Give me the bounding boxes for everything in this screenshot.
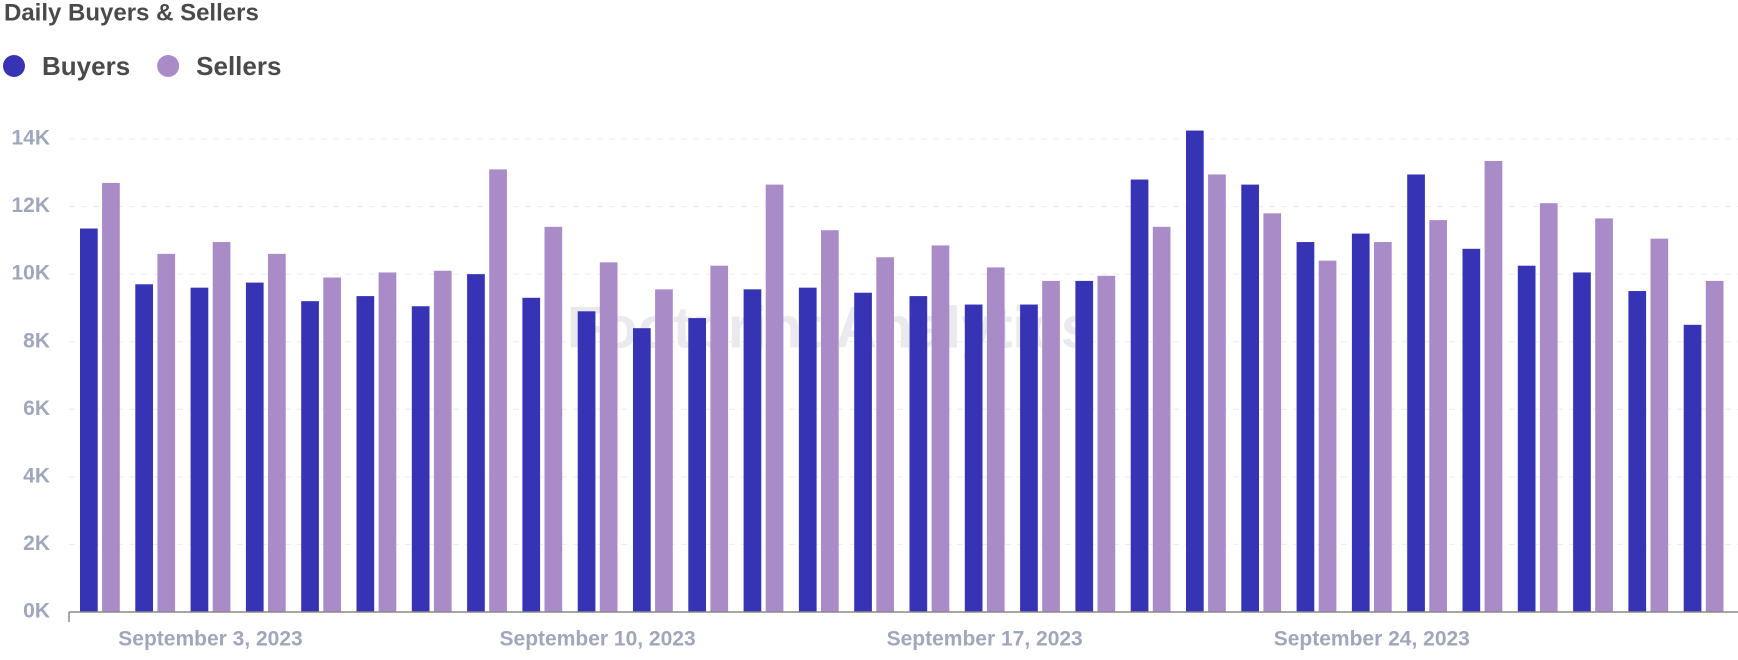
x-tick-label: September 10, 2023 — [500, 628, 696, 651]
bar — [268, 253, 286, 612]
bar — [1020, 304, 1038, 612]
chart-title: Daily Buyers & Sellers — [4, 0, 259, 26]
bar — [599, 262, 618, 612]
bar — [157, 253, 176, 612]
y-tick-label: 4K — [23, 464, 50, 487]
y-tick-label: 8K — [23, 329, 50, 352]
bar — [411, 306, 430, 612]
bar — [909, 296, 928, 612]
y-tick-label: 12K — [11, 194, 50, 217]
bar — [1705, 280, 1724, 612]
bar — [1130, 179, 1149, 613]
bar — [876, 257, 894, 612]
bar — [1517, 265, 1536, 612]
y-tick-label: 10K — [11, 262, 50, 285]
bar — [301, 301, 319, 612]
bar — [633, 328, 651, 612]
bar — [1407, 174, 1425, 612]
x-tick-label: September 3, 2023 — [118, 628, 302, 651]
bar — [378, 272, 397, 612]
bar — [1152, 226, 1171, 613]
bar — [986, 267, 1005, 612]
bar — [1628, 291, 1647, 612]
bar — [1539, 203, 1558, 612]
legend-label: Buyers — [42, 51, 130, 81]
bar — [1318, 260, 1337, 612]
bar — [544, 226, 563, 613]
bar — [356, 296, 375, 612]
bar — [1042, 280, 1060, 612]
bar — [433, 270, 452, 612]
bar — [655, 289, 673, 612]
bar — [1595, 218, 1613, 612]
bar — [190, 287, 209, 612]
bar — [1374, 242, 1392, 612]
bar — [1263, 213, 1282, 613]
bar — [1650, 238, 1669, 613]
bar — [1241, 184, 1259, 612]
bar — [577, 311, 596, 612]
legend-label: Sellers — [196, 51, 281, 81]
bar — [1351, 233, 1370, 612]
bar — [1296, 242, 1315, 612]
legend-marker — [157, 55, 180, 77]
bar — [688, 318, 706, 612]
y-tick-label: 6K — [23, 397, 50, 420]
bar — [1462, 248, 1481, 612]
bar — [931, 245, 950, 613]
bar — [710, 265, 729, 612]
x-tick-label: September 24, 2023 — [1274, 628, 1470, 651]
bar — [212, 242, 231, 612]
bar — [964, 304, 983, 612]
bar — [80, 228, 98, 612]
bar — [1075, 280, 1094, 612]
bar — [1097, 275, 1116, 612]
bar — [522, 297, 541, 612]
bar — [821, 230, 839, 612]
bar — [765, 184, 784, 612]
bar — [743, 289, 762, 612]
legend-marker — [3, 55, 25, 77]
bar — [854, 292, 872, 612]
bar — [102, 182, 120, 612]
bar — [323, 277, 341, 612]
bar — [1573, 272, 1591, 612]
y-tick-label: 0K — [23, 600, 50, 623]
bar — [489, 169, 507, 612]
bar — [135, 284, 153, 612]
y-tick-label: 2K — [23, 532, 50, 555]
bar — [1429, 220, 1447, 613]
bar — [245, 282, 264, 612]
bar — [1683, 324, 1702, 612]
bar — [1208, 174, 1226, 612]
y-tick-label: 14K — [11, 127, 50, 150]
bar — [467, 274, 485, 612]
bar — [1484, 160, 1503, 613]
x-tick-label: September 17, 2023 — [887, 628, 1083, 651]
bar — [798, 287, 817, 612]
bar — [1186, 130, 1204, 612]
